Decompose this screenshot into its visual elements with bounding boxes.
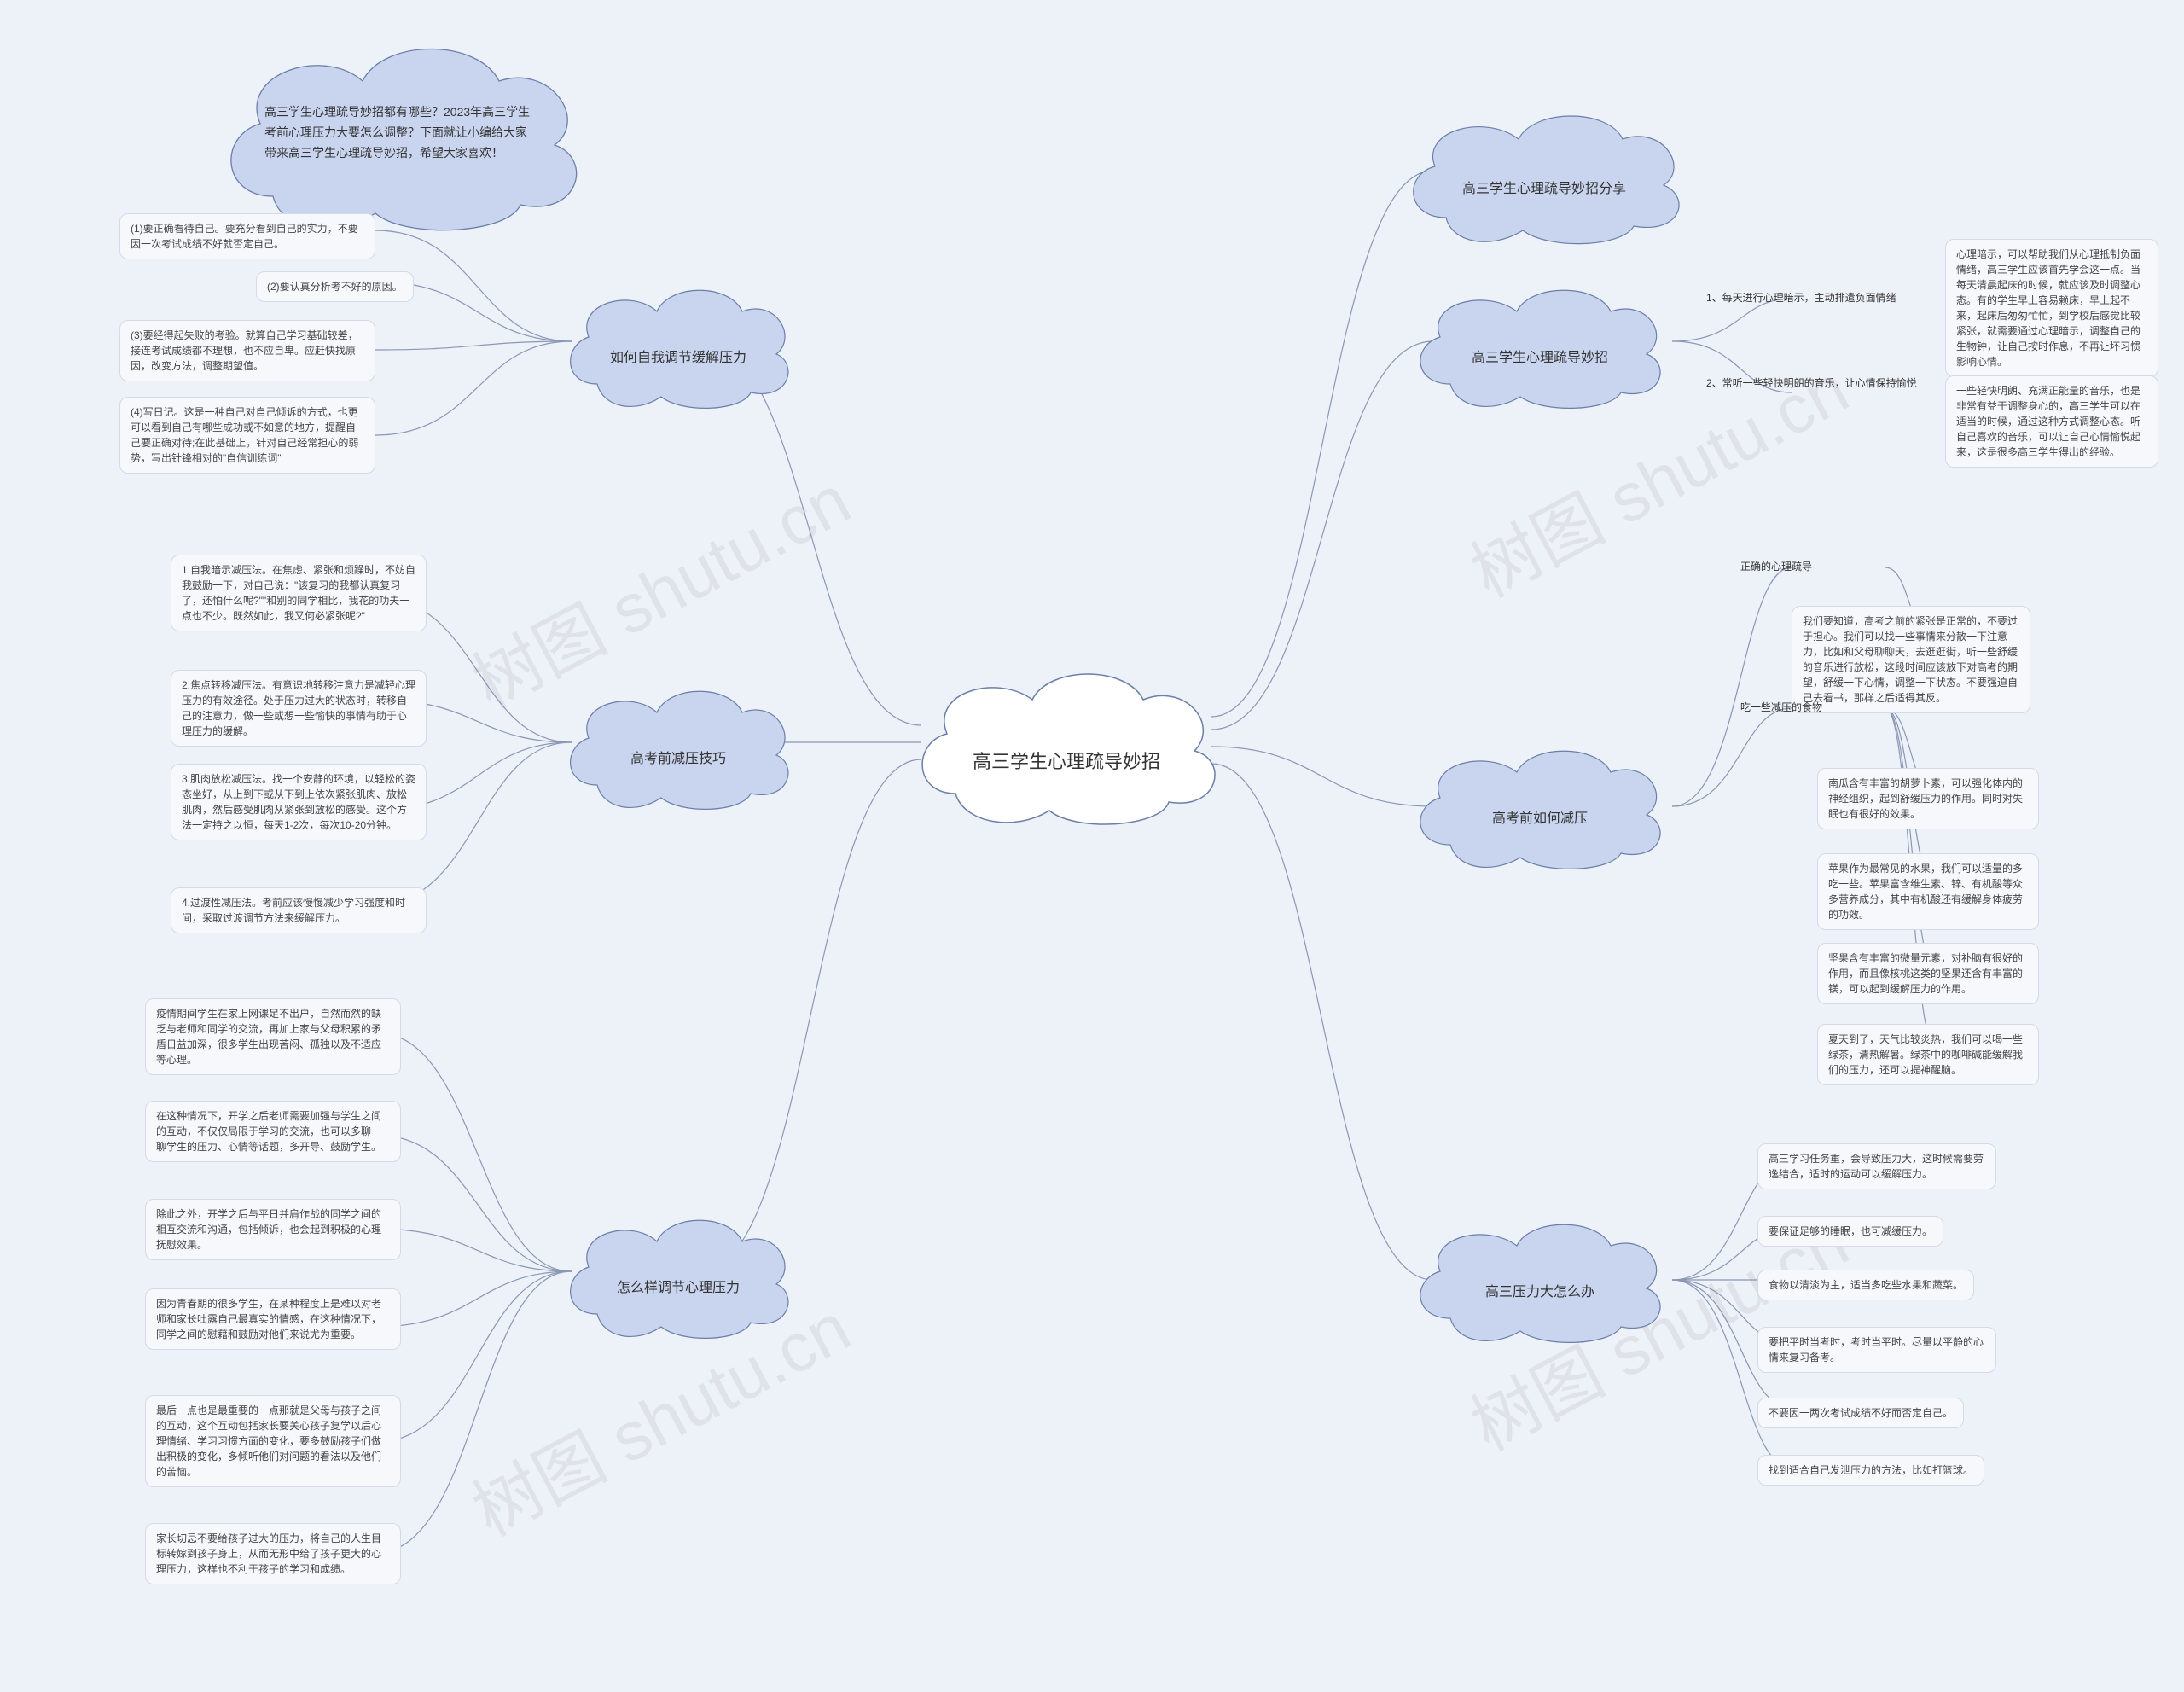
- r3-sub2-label: 吃一些减压的食物: [1740, 700, 1822, 715]
- r4-2: 要保证足够的睡眠，也可减缓压力。: [1757, 1216, 1943, 1247]
- branch-left-3-title: 怎么样调节心理压力: [559, 1276, 798, 1296]
- intro-cloud: 高三学生心理疏导妙招都有哪些？2023年高三学生考前心理压力大要怎么调整？下面就…: [213, 26, 589, 239]
- branch-right-4-title: 高三压力大怎么办: [1408, 1280, 1672, 1300]
- r3-sub2-c3: 坚果含有丰富的微量元素，对补脑有很好的作用，而且像核桃这类的坚果还含有丰富的镁，…: [1817, 943, 2039, 1004]
- leaf-l2-2: 2.焦点转移减压法。有意识地转移注意力是减轻心理压力的有效途径。处于压力过大的状…: [171, 670, 427, 747]
- leaf-l3-2: 在这种情况下，开学之后老师需要加强与学生之间的互动，不仅仅局限于学习的交流，也可…: [145, 1101, 401, 1162]
- branch-left-1-title: 如何自我调节缓解压力: [559, 346, 798, 366]
- branch-right-2: 高三学生心理疏导妙招: [1408, 273, 1672, 418]
- r3-sub2-c2: 苹果作为最常见的水果，我们可以适量的多吃一些。苹果富含维生素、锌、有机酸等众多营…: [1817, 853, 2039, 930]
- leaf-l1-3: (3)要经得起失败的考验。就算自己学习基础较差，接连考试成绩都不理想，也不应自卑…: [119, 320, 375, 381]
- r4-6: 找到适合自己发泄压力的方法，比如打篮球。: [1757, 1455, 1984, 1486]
- leaf-l3-3: 除此之外，开学之后与平日并肩作战的同学之间的相互交流和沟通，包括倾诉，也会起到积…: [145, 1199, 401, 1260]
- branch-right-3: 高考前如何减压: [1408, 734, 1672, 879]
- branch-left-2: 高考前减压技巧: [559, 674, 798, 819]
- r3-sub1-detail: 我们要知道，高考之前的紧张是正常的，不要过于担心。我们可以找一些事情来分散一下注…: [1792, 606, 2030, 713]
- branch-left-2-title: 高考前减压技巧: [559, 747, 798, 767]
- r4-5: 不要因一两次考试成绩不好而否定自己。: [1757, 1398, 1964, 1428]
- leaf-l1-4: (4)写日记。这是一种自己对自己倾诉的方式，也更可以看到自己有哪些成功或不如意的…: [119, 397, 375, 474]
- leaf-l3-5: 最后一点也是最重要的一点那就是父母与孩子之间的互动，这个互动包括家长要关心孩子复…: [145, 1395, 401, 1487]
- branch-right-4: 高三压力大怎么办: [1408, 1207, 1672, 1352]
- leaf-l2-3: 3.肌肉放松减压法。找一个安静的环境，以轻松的姿态坐好，从上到下或从下到上依次紧…: [171, 764, 427, 840]
- r3-sub1-label: 正确的心理疏导: [1740, 559, 1812, 574]
- branch-right-1-title: 高三学生心理疏导妙招分享: [1399, 177, 1689, 197]
- center-title: 高三学生心理疏导妙招: [904, 747, 1228, 774]
- r3-sub2-c1: 南瓜含有丰富的胡萝卜素，可以强化体内的神经组织，起到舒缓压力的作用。同时对失眠也…: [1817, 768, 2039, 829]
- branch-left-1: 如何自我调节缓解压力: [559, 273, 798, 418]
- r2-sub2-detail: 一些轻快明朗、充满正能量的音乐，也是非常有益于调整身心的，高三学生可以在适当的时…: [1945, 375, 2158, 468]
- r4-3: 食物以清淡为主，适当多吃些水果和蔬菜。: [1757, 1270, 1974, 1300]
- leaf-l2-1: 1.自我暗示减压法。在焦虑、紧张和烦躁时，不妨自我鼓励一下，对自己说："该复习的…: [171, 555, 427, 631]
- intro-text: 高三学生心理疏导妙招都有哪些？2023年高三学生考前心理压力大要怎么调整？下面就…: [213, 102, 589, 163]
- r2-sub2-label: 2、常听一些轻快明朗的音乐，让心情保持愉悦: [1706, 375, 1917, 391]
- leaf-l3-1: 疫情期间学生在家上网课足不出户，自然而然的缺乏与老师和同学的交流，再加上家与父母…: [145, 998, 401, 1075]
- leaf-l1-1: (1)要正确看待自己。要充分看到自己的实力，不要因一次考试成绩不好就否定自己。: [119, 213, 375, 259]
- branch-left-3: 怎么样调节心理压力: [559, 1203, 798, 1348]
- branch-right-1: 高三学生心理疏导妙招分享: [1399, 98, 1689, 252]
- branch-right-3-title: 高考前如何减压: [1408, 806, 1672, 827]
- leaf-l3-4: 因为青春期的很多学生，在某种程度上是难以对老师和家长吐露自己最真实的情感，在这种…: [145, 1288, 401, 1350]
- center-node: 高三学生心理疏导妙招: [904, 648, 1228, 836]
- leaf-l2-4: 4.过渡性减压法。考前应该慢慢减少学习强度和时间，采取过渡调节方法来缓解压力。: [171, 887, 427, 933]
- r3-sub2-c4: 夏天到了，天气比较炎热，我们可以喝一些绿茶，清热解暑。绿茶中的咖啡碱能缓解我们的…: [1817, 1024, 2039, 1085]
- branch-right-2-title: 高三学生心理疏导妙招: [1408, 346, 1672, 366]
- r4-4: 要把平时当考时，考时当平时。尽量以平静的心情来复习备考。: [1757, 1327, 1996, 1373]
- r2-sub1-label: 1、每天进行心理暗示，主动排遣负面情绪: [1706, 290, 1896, 305]
- r2-sub1-detail: 心理暗示，可以帮助我们从心理抵制负面情绪，高三学生应该首先学会这一点。当每天清晨…: [1945, 239, 2158, 377]
- leaf-l3-6: 家长切忌不要给孩子过大的压力，将自己的人生目标转嫁到孩子身上，从而无形中给了孩子…: [145, 1523, 401, 1584]
- r4-1: 高三学习任务重，会导致压力大，这时候需要劳逸结合，适时的运动可以缓解压力。: [1757, 1143, 1996, 1189]
- leaf-l1-2: (2)要认真分析考不好的原因。: [256, 271, 414, 302]
